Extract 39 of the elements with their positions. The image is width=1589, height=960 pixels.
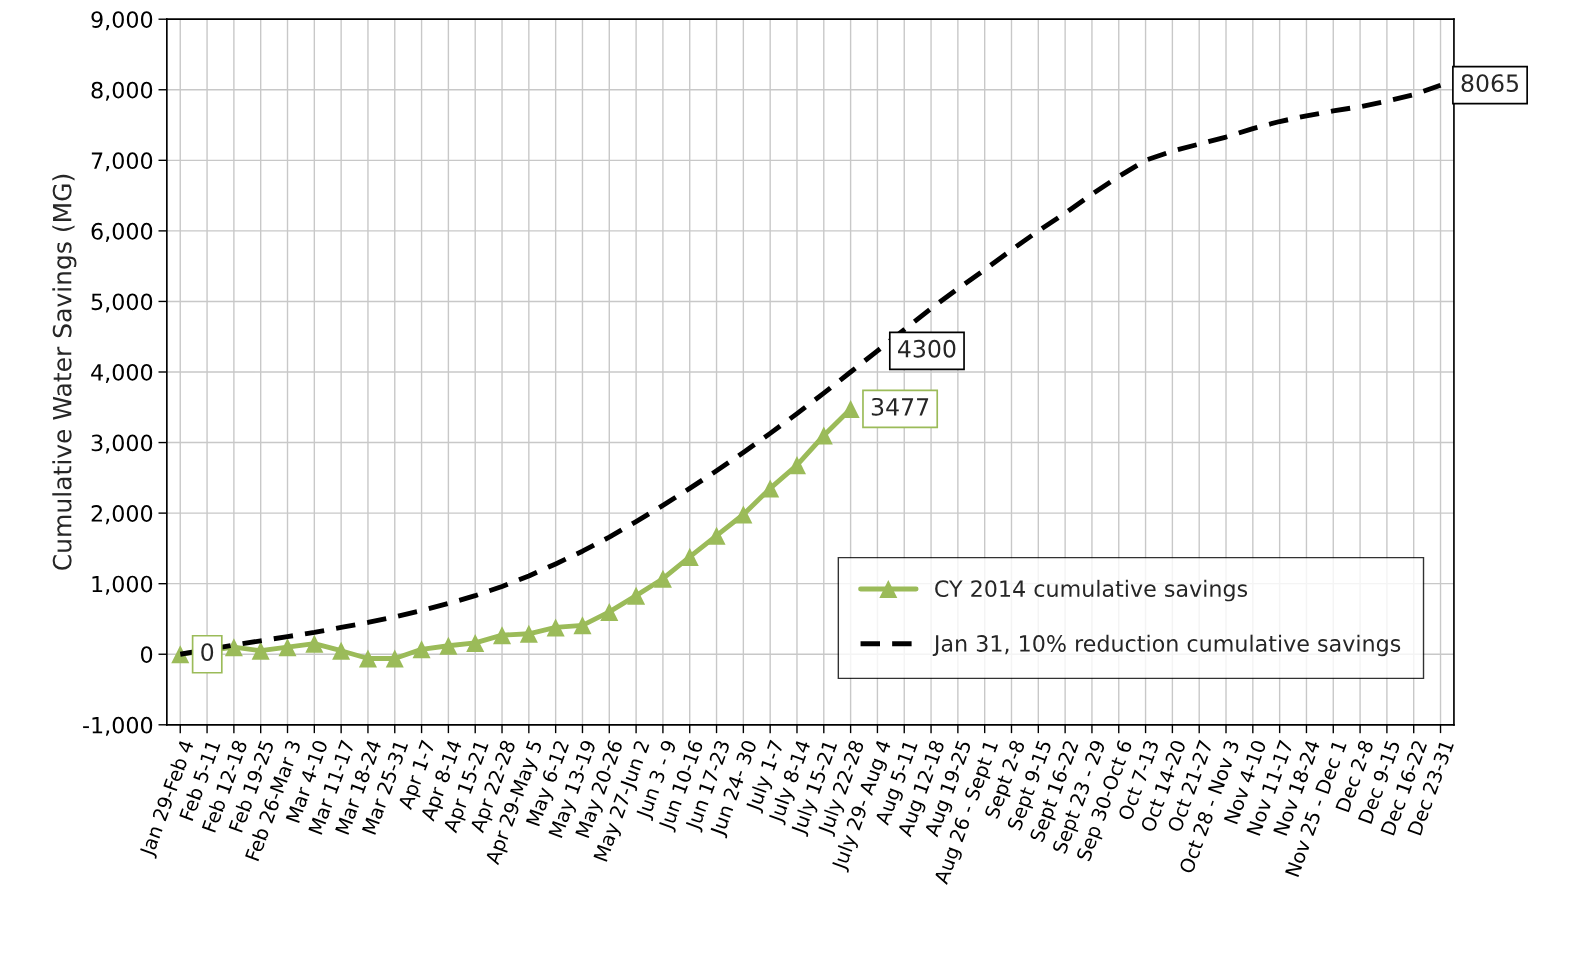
y-tick-label: 4,000 <box>91 363 153 384</box>
point <box>385 649 404 668</box>
y-tick-label: 8,000 <box>91 81 153 101</box>
point <box>412 640 431 659</box>
y-axis-title: Cumulative Water Savings (MG) <box>52 174 77 570</box>
point <box>278 638 297 657</box>
point <box>224 638 243 657</box>
point <box>627 586 646 605</box>
y-tick-label: 6,000 <box>91 222 153 242</box>
y-tick-label: 2,000 <box>91 505 153 525</box>
annotation: 8065 <box>1461 74 1518 93</box>
point <box>466 633 485 652</box>
y-tick-label: -1,000 <box>83 716 153 736</box>
point <box>546 618 565 637</box>
point <box>251 641 270 660</box>
point <box>439 636 458 655</box>
point <box>358 649 377 668</box>
y-tick-label: 5,000 <box>91 293 153 313</box>
point <box>680 547 699 566</box>
y-tick-label: 1,000 <box>92 575 153 595</box>
y-tick-label: 0 <box>140 646 153 663</box>
point <box>653 569 672 588</box>
point <box>734 505 753 524</box>
annotation: 4300 <box>898 339 956 358</box>
y-tick-label: 7,000 <box>91 152 153 172</box>
point <box>573 616 592 635</box>
legend-label: Jan 31, 10% reduction cumulative savings <box>932 634 1401 657</box>
point <box>332 641 351 660</box>
point <box>519 624 538 643</box>
point <box>600 602 619 621</box>
annotation: 3477 <box>871 397 929 416</box>
point <box>305 634 324 653</box>
y-tick-label: 9,000 <box>91 11 153 31</box>
point <box>707 526 726 545</box>
legend-label: CY 2014 cumulative savings <box>935 579 1248 602</box>
point <box>787 456 807 475</box>
annotation: 0 <box>201 643 214 662</box>
point <box>493 626 512 645</box>
y-tick-label: 3,000 <box>91 434 153 454</box>
